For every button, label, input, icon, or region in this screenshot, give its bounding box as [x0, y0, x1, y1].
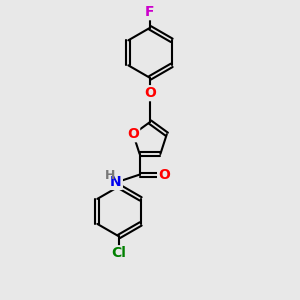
Text: H: H	[104, 169, 115, 182]
Text: Cl: Cl	[112, 246, 126, 260]
Text: O: O	[144, 86, 156, 100]
Text: N: N	[110, 175, 122, 189]
Text: O: O	[158, 168, 170, 182]
Text: F: F	[145, 5, 155, 19]
Text: O: O	[127, 127, 139, 141]
